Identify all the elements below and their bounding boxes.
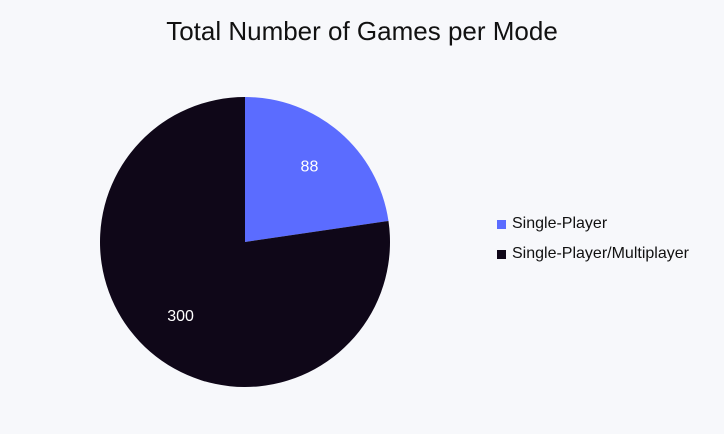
legend-swatch-single-player-multiplayer	[497, 249, 506, 259]
legend-label-single-player-multiplayer: Single-Player/Multiplayer	[512, 245, 689, 262]
legend-item-single-player: Single-Player	[497, 215, 689, 233]
pie-slice-single-player	[245, 97, 389, 242]
chart-title: Total Number of Games per Mode	[166, 16, 558, 46]
data-label-single-player-multiplayer: 300	[167, 308, 194, 325]
data-label-single-player: 88	[301, 159, 319, 176]
legend-item-single-player-multiplayer: Single-Player/Multiplayer	[497, 245, 689, 263]
legend: Single-Player Single-Player/Multiplayer	[497, 215, 689, 275]
legend-swatch-single-player	[497, 219, 506, 229]
legend-label-single-player: Single-Player	[512, 215, 608, 232]
pie-slice-single-player-multiplayer	[100, 97, 390, 387]
